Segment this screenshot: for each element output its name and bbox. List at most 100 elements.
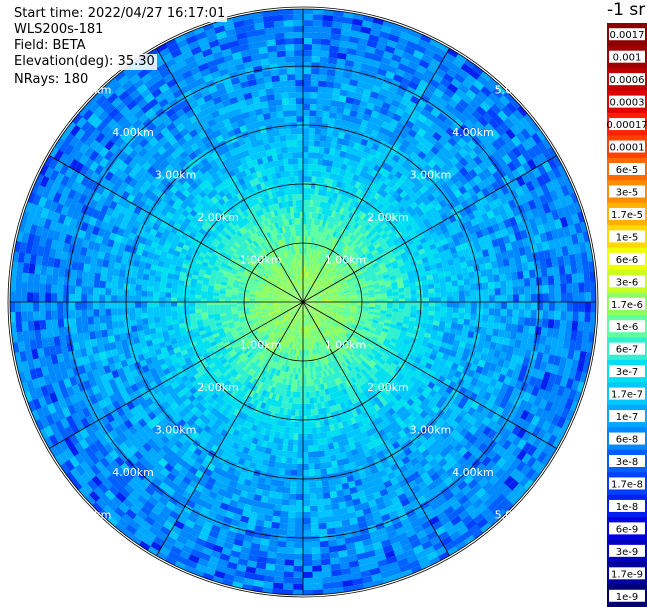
heat-cell (306, 313, 310, 320)
heat-cell (316, 269, 321, 276)
heat-cell (294, 306, 299, 311)
heat-cell (404, 294, 411, 299)
heat-cell (320, 298, 327, 301)
heat-cell (281, 309, 288, 314)
heat-cell (386, 295, 393, 300)
heat-cell (309, 279, 313, 286)
heat-cell (189, 297, 196, 302)
heat-cell (283, 312, 289, 317)
heat-cell (279, 317, 286, 323)
heat-cell (269, 312, 276, 316)
heat-cell (303, 307, 306, 314)
heat-cell (279, 303, 286, 306)
heat-cell (299, 307, 302, 314)
heat-cell (291, 303, 298, 305)
heat-cell (293, 305, 299, 310)
heat-cell (307, 294, 313, 299)
heat-cell (312, 308, 319, 313)
heat-cell (452, 291, 459, 298)
heat-cell (189, 305, 196, 310)
heat-cell (296, 319, 299, 326)
heat-cell (306, 284, 310, 291)
heat-cell (320, 306, 327, 310)
heat-cell (287, 328, 291, 335)
heat-cell (291, 273, 295, 280)
heat-cell (293, 294, 299, 299)
heat-cell (293, 305, 299, 311)
heat-cell (310, 317, 315, 324)
heat-cell (286, 294, 293, 298)
heat-cell (177, 305, 184, 311)
heat-cell (434, 292, 441, 298)
heat-cell (274, 309, 281, 313)
heat-cell (314, 303, 321, 305)
heat-cell (273, 293, 280, 297)
heat-cell (292, 146, 299, 153)
heat-cell (307, 312, 311, 319)
heat-cell (308, 298, 315, 301)
heat-cell (291, 304, 298, 307)
heat-cell (304, 290, 306, 297)
heat-cell (291, 324, 295, 331)
heat-cell (380, 296, 387, 300)
heat-cell (306, 266, 309, 273)
heat-cell (325, 321, 331, 327)
heat-cell (326, 319, 333, 325)
heat-cell (312, 290, 318, 295)
heat-cell (272, 281, 279, 287)
heat-cell (293, 294, 299, 299)
heat-cell (320, 303, 327, 306)
heat-cell (159, 296, 166, 302)
heat-cell (274, 320, 281, 326)
heat-cell (297, 291, 301, 297)
heat-cell (320, 300, 327, 302)
heat-cell (314, 283, 319, 289)
heat-cell (326, 279, 333, 285)
heat-cell (294, 176, 300, 183)
heat-cell (291, 299, 298, 302)
heat-cell (332, 307, 339, 310)
heat-cell (289, 268, 293, 275)
heat-cell (320, 303, 327, 305)
heat-cell (280, 272, 286, 279)
heat-cell (141, 295, 148, 302)
heat-cell (285, 277, 290, 283)
heat-cell (320, 281, 327, 287)
heat-cell (279, 305, 286, 308)
heat-cell (321, 283, 328, 288)
heat-cell (282, 271, 288, 278)
heat-cell (283, 287, 289, 292)
heat-cell (308, 303, 315, 305)
heat-cell (307, 293, 313, 299)
heat-cell (308, 297, 315, 300)
heat-cell (285, 300, 292, 302)
heat-cell (296, 285, 299, 291)
heat-cell (321, 282, 327, 288)
heat-cell (289, 323, 294, 330)
heat-cell (326, 306, 333, 310)
heat-cell (279, 316, 285, 322)
heat-cell (303, 152, 309, 159)
heat-cell (313, 282, 318, 288)
heat-cell (279, 306, 286, 309)
heat-cell (286, 307, 293, 311)
heat-cell (286, 321, 291, 328)
heat-cell (304, 307, 307, 314)
heat-cell (291, 311, 296, 317)
heat-cell (312, 290, 318, 295)
heat-cell (147, 311, 154, 319)
heat-cell (291, 297, 298, 301)
heat-cell (165, 296, 172, 302)
heat-cell (311, 324, 315, 331)
heat-cell (309, 324, 313, 331)
heat-cell (201, 304, 208, 310)
heat-cell (288, 268, 292, 275)
heat-cell (294, 279, 298, 286)
heat-cell (308, 318, 312, 325)
heat-cell (286, 306, 292, 309)
heat-cell (303, 158, 309, 165)
heat-cell (314, 300, 321, 302)
heat-cell (277, 322, 283, 328)
heat-cell (303, 307, 305, 314)
heat-cell (313, 307, 320, 311)
